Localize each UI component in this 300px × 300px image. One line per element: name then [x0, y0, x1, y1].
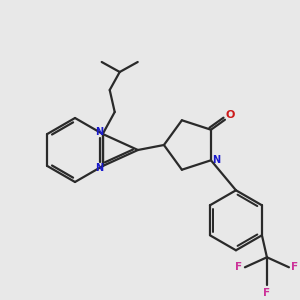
Text: N: N [95, 163, 103, 173]
Text: F: F [291, 262, 298, 272]
Text: F: F [263, 288, 271, 298]
Text: N: N [95, 127, 103, 137]
Text: N: N [212, 155, 220, 165]
Text: O: O [225, 110, 235, 120]
Text: F: F [236, 262, 242, 272]
